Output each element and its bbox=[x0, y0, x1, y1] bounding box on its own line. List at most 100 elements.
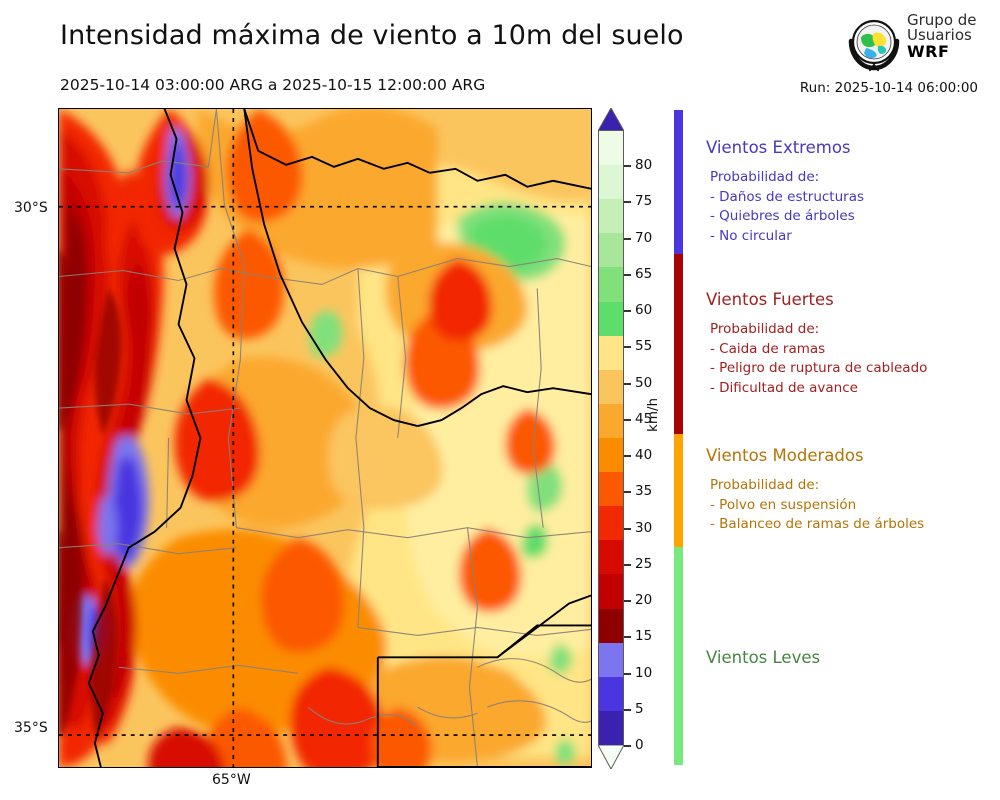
colorbar-tick-mark bbox=[624, 527, 631, 530]
legend-body-fuertes: Probabilidad de: - Caida de ramas - Peligr… bbox=[706, 320, 996, 398]
colorbar-tick-mark bbox=[624, 600, 631, 603]
legend-group-moderados: Vientos Moderados Probabilidad de: - Polvo… bbox=[706, 446, 996, 535]
colorbar-segment bbox=[599, 403, 623, 438]
colorbar-tick-label: 40 bbox=[635, 447, 653, 464]
legend-group-fuertes: Vientos Fuertes Probabilidad de: - Caida d… bbox=[706, 290, 996, 398]
colorbar-tick-mark bbox=[624, 201, 631, 204]
colorbar-tick-label: 65 bbox=[635, 265, 653, 282]
latitude-label-30s: 30°S bbox=[14, 200, 48, 216]
category-segment-fuertes bbox=[674, 254, 683, 435]
colorbar-segment bbox=[599, 506, 623, 541]
colorbar-segment bbox=[599, 676, 623, 711]
legend-item: - Quiebres de árboles bbox=[710, 208, 855, 225]
colorbar-tick-label: 80 bbox=[635, 157, 653, 174]
wind-intensity-map[interactable] bbox=[58, 108, 592, 768]
legend-item: - Dificultad de avance bbox=[710, 379, 858, 396]
colorbar-tick-label: 0 bbox=[635, 737, 644, 753]
colorbar-tick-label: 35 bbox=[635, 483, 653, 500]
colorbar-segment bbox=[599, 369, 623, 404]
colorbar-tick-mark bbox=[624, 310, 631, 313]
colorbar-segment bbox=[599, 301, 623, 336]
colorbar-tick-label: 10 bbox=[635, 664, 653, 681]
colorbar-tick-mark bbox=[624, 491, 631, 494]
colorbar-segment bbox=[599, 233, 623, 268]
logo-line-2: Usuarios bbox=[907, 26, 972, 45]
colorbar-segment bbox=[599, 608, 623, 643]
colorbar-tick-label: 25 bbox=[635, 555, 653, 572]
colorbar-segment bbox=[599, 710, 623, 745]
colorbar-tick-label: 45 bbox=[635, 410, 653, 427]
legend-body-label-moderados: Probabilidad de: bbox=[710, 477, 820, 493]
legend-heading-moderados: Vientos Moderados bbox=[706, 446, 864, 465]
colorbar-extend-bottom-arrow bbox=[598, 745, 624, 769]
colorbar-tick-label: 75 bbox=[635, 193, 653, 210]
logo-line-3: WRF bbox=[907, 41, 950, 61]
legend-item: - Polvo en suspensión bbox=[710, 496, 857, 513]
colorbar-tick-label: 55 bbox=[635, 338, 653, 355]
legend-item: - Balanceo de ramas de árboles bbox=[710, 516, 925, 533]
legend-heading-extremos: Vientos Extremos bbox=[706, 138, 851, 157]
colorbar-tick-mark bbox=[624, 455, 631, 458]
legend-group-extremos: Vientos Extremos Probabilidad de: - Daños … bbox=[706, 138, 996, 246]
colorbar-tick-label: 60 bbox=[635, 302, 653, 319]
colorbar-segment bbox=[599, 199, 623, 234]
colorbar-tick-label: 50 bbox=[635, 374, 653, 391]
page-title: Intensidad máxima de viento a 10m del su… bbox=[60, 20, 684, 51]
colorbar-tick-label: 70 bbox=[635, 229, 653, 246]
colorbar: 0 5 10 15 20 25 30 35 40 45 50 55 60 65 70 75 80 bbox=[598, 108, 652, 769]
colorbar-tick-mark bbox=[624, 708, 631, 711]
colorbar-segment bbox=[599, 642, 623, 677]
colorbar-tick-mark bbox=[624, 745, 631, 747]
colorbar-tick-mark bbox=[624, 273, 631, 276]
colorbar-unit-label: km/h bbox=[645, 397, 661, 432]
legend-body-label-extremos: Probabilidad de: bbox=[710, 169, 820, 185]
legend-item: - No circular bbox=[710, 227, 792, 244]
graticule bbox=[59, 109, 591, 767]
colorbar-tick-label: 5 bbox=[635, 700, 644, 717]
colorbar-segment bbox=[599, 165, 623, 200]
legend-group-leves: Vientos Leves bbox=[706, 648, 996, 678]
latitude-label-35s: 35°S bbox=[14, 720, 48, 736]
legend-heading-fuertes: Vientos Fuertes bbox=[706, 290, 834, 309]
colorbar-tick-mark bbox=[624, 237, 631, 240]
map-contour-canvas bbox=[59, 109, 591, 767]
legend-body-extremos: Probabilidad de: - Daños de estructuras - … bbox=[706, 168, 996, 246]
colorbar-tick-mark bbox=[624, 382, 631, 385]
colorbar-segment bbox=[599, 131, 623, 166]
legend-body-label-fuertes: Probabilidad de: bbox=[710, 321, 820, 337]
category-segment-extremos bbox=[674, 110, 683, 255]
globe-emblem-icon bbox=[848, 19, 900, 72]
legend-body-moderados: Probabilidad de: - Polvo en suspensión - B… bbox=[706, 476, 996, 535]
legend-item: - Caida de ramas bbox=[710, 340, 826, 357]
colorbar-tick-mark bbox=[624, 418, 631, 421]
legend-panel: Vientos Extremos Probabilidad de: - Daños … bbox=[706, 108, 996, 768]
legend-heading-leves: Vientos Leves bbox=[706, 648, 821, 667]
colorbar-segment bbox=[599, 472, 623, 507]
category-segment-moderados bbox=[674, 434, 683, 547]
colorbar-tick-label: 30 bbox=[635, 519, 653, 536]
run-timestamp-label: Run: 2025-10-14 06:00:00 bbox=[799, 80, 978, 96]
colorbar-extend-top-arrow bbox=[598, 108, 624, 131]
logo-text: Grupo de Usuarios WRF bbox=[907, 11, 977, 61]
logo-block: Grupo de Usuarios WRF bbox=[845, 11, 995, 75]
colorbar-tick-mark bbox=[624, 636, 631, 639]
colorbar-segment bbox=[599, 437, 623, 473]
legend-item: - Daños de estructuras bbox=[710, 188, 865, 205]
colorbar-tick-label: 20 bbox=[635, 592, 653, 609]
colorbar-segment bbox=[599, 267, 623, 302]
colorbar-segment bbox=[599, 540, 623, 575]
colorbar-tick-mark bbox=[624, 672, 631, 675]
date-range-label: 2025-10-14 03:00:00 ARG a 2025-10-15 12:… bbox=[60, 76, 486, 94]
colorbar-ticks: 0 5 10 15 20 25 30 35 40 45 50 55 60 65 70 75 80 bbox=[624, 108, 684, 768]
legend-item: - Peligro de ruptura de cableado bbox=[710, 360, 928, 377]
category-segment-leves bbox=[674, 546, 683, 765]
category-color-bar bbox=[674, 110, 683, 765]
colorbar-tick-label: 15 bbox=[635, 628, 653, 645]
colorbar-gradient bbox=[598, 130, 624, 746]
longitude-label-65w: 65°W bbox=[212, 772, 251, 788]
colorbar-segment bbox=[599, 335, 623, 370]
logo-line-1: Grupo de bbox=[907, 11, 977, 29]
colorbar-tick-mark bbox=[624, 346, 631, 349]
colorbar-tick-mark bbox=[624, 165, 631, 168]
colorbar-segment bbox=[599, 574, 623, 609]
